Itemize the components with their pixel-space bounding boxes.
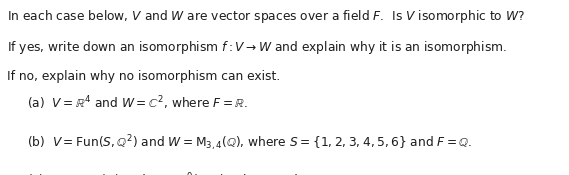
Text: (b)  $V = \mathrm{Fun}(S, \mathbb{Q}^2)$ and $W = \mathrm{M}_{3,4}(\mathbb{Q})$,: (b) $V = \mathrm{Fun}(S, \mathbb{Q}^2)$ … xyxy=(27,133,473,153)
Text: (a)  $V = \mathbb{R}^4$ and $W = \mathbb{C}^2$, where $F = \mathbb{R}$.: (a) $V = \mathbb{R}^4$ and $W = \mathbb{… xyxy=(27,94,248,112)
Text: If yes, write down an isomorphism $f : V \rightarrow W$ and explain why it is an: If yes, write down an isomorphism $f : V… xyxy=(7,39,507,56)
Text: In each case below, $V$ and $W$ are vector spaces over a field $F$.  Is $V$ isom: In each case below, $V$ and $W$ are vect… xyxy=(7,8,525,25)
Text: If no, explain why no isomorphism can exist.: If no, explain why no isomorphism can ex… xyxy=(7,70,280,83)
Text: (c)  $V = \mathrm{M}_{2,3}(\mathbb{R})$ and $W = C^0(\mathbb{R}, \mathbb{R})$, w: (c) $V = \mathrm{M}_{2,3}(\mathbb{R})$ a… xyxy=(27,171,336,175)
